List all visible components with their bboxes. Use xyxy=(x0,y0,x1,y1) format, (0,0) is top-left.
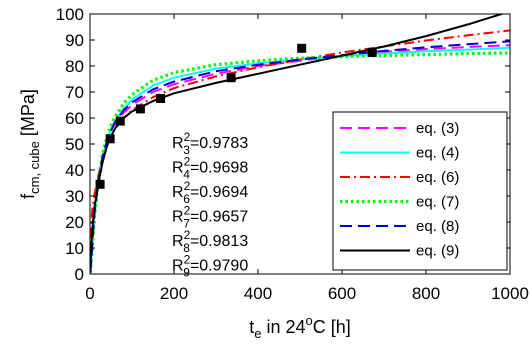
measured-points xyxy=(95,43,377,189)
y-tick-label: 40 xyxy=(65,161,84,180)
r-squared-label: R2 8=0.9813 xyxy=(172,228,248,255)
y-axis-label: fcm, cube [MPa] xyxy=(18,89,42,199)
legend-label: eq. (4) xyxy=(416,145,459,162)
data-point xyxy=(95,179,105,189)
x-tick-label: 600 xyxy=(328,284,356,303)
data-point xyxy=(135,104,145,114)
legend-box xyxy=(332,111,508,271)
series-line xyxy=(90,51,510,273)
data-point xyxy=(367,47,377,57)
r-squared-label: R2 3=0.9783 xyxy=(172,130,248,157)
data-point xyxy=(115,116,125,126)
data-point xyxy=(105,134,115,144)
y-tick-label: 70 xyxy=(65,83,84,102)
r-squared-label: R2 9=0.9790 xyxy=(172,253,248,280)
y-tick-label: 30 xyxy=(65,187,84,206)
legend-label: eq. (6) xyxy=(416,169,459,186)
data-point xyxy=(226,73,236,83)
y-tick-label: 50 xyxy=(65,135,84,154)
x-tick-label: 800 xyxy=(412,284,440,303)
r-squared-label: R2 6=0.9694 xyxy=(172,179,248,206)
y-tick-label: 90 xyxy=(65,31,84,50)
x-tick-label: 400 xyxy=(244,284,272,303)
y-tick-label: 20 xyxy=(65,213,84,232)
legend-label: eq. (3) xyxy=(416,120,459,137)
r-squared-label: R2 7=0.9657 xyxy=(172,204,248,231)
x-tick-label: 0 xyxy=(85,284,94,303)
legend-label: eq. (8) xyxy=(416,218,459,235)
x-axis-label: te in 24oC [h] xyxy=(249,313,351,341)
legend-label: eq. (7) xyxy=(416,194,459,211)
y-tick-label: 10 xyxy=(65,239,84,258)
y-tick-label: 80 xyxy=(65,57,84,76)
x-tick-label: 200 xyxy=(160,284,188,303)
legend: eq. (3) eq. (4) eq. (6) eq. (7) eq. (8) eq. (… xyxy=(332,111,508,271)
legend-label: eq. (9) xyxy=(416,243,459,260)
y-tick-label: 100 xyxy=(56,5,84,24)
data-point xyxy=(297,43,307,53)
data-point xyxy=(156,94,166,103)
y-tick-label: 60 xyxy=(65,109,84,128)
x-tick-label: 1000 xyxy=(491,284,529,303)
y-tick-label: 0 xyxy=(75,265,84,284)
axis-ticks: 0 200 400 600 800 1000 0 10 20 30 40 50 60 70 80 90 100 xyxy=(56,5,529,303)
r-squared-label: R2 4=0.9698 xyxy=(172,155,248,182)
